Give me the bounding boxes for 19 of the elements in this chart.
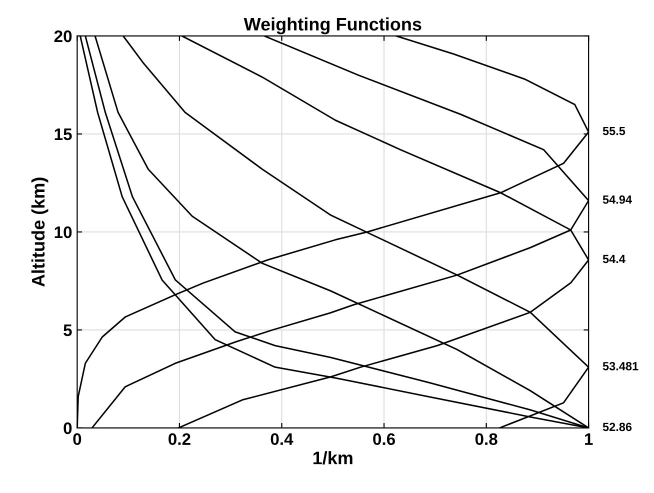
y-tick-label: 20 [54, 30, 72, 42]
y-tick-label: 10 [54, 226, 72, 238]
series-label: 54.4 [602, 254, 626, 264]
chart-title: Weighting Functions [244, 17, 422, 34]
x-tick-label: 0 [73, 433, 82, 446]
y-tick-label: 15 [54, 128, 72, 140]
x-tick-label: 0.2 [168, 433, 190, 446]
y-tick-label: 5 [64, 324, 72, 336]
y-tick-label: 0 [64, 422, 72, 434]
x-axis-title: 1/km [313, 451, 352, 465]
x-tick-label: 1 [585, 433, 593, 445]
x-tick-label: 0.8 [475, 433, 498, 446]
legend-label: 55.5 [602, 126, 626, 136]
series-label: 54.94 [602, 195, 632, 204]
x-tick-label: 0.6 [373, 433, 396, 446]
y-axis-title: Altitude (km) [31, 178, 48, 287]
x-tick-label: 0.4 [270, 433, 294, 446]
series-label: 53.481 [602, 362, 638, 370]
series-label: 52.86 [602, 422, 632, 432]
